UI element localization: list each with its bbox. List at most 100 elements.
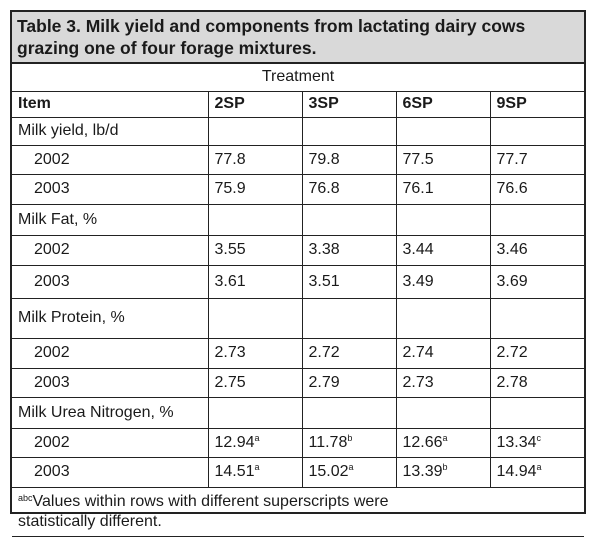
table-row: 2003 75.9 76.8 76.1 76.6: [12, 173, 585, 205]
cell-value: 3.49: [402, 272, 434, 290]
table-row: 2003 2.75 2.79 2.73 2.78: [12, 367, 585, 398]
group-label: Milk Fat, %: [12, 203, 209, 236]
empty-cell: [489, 116, 585, 146]
footnote: abcValues within rows with different sup…: [12, 486, 585, 537]
cell-value: 76.1: [402, 180, 434, 197]
empty-cell: [395, 116, 491, 146]
empty-cell: [301, 116, 397, 146]
cell-value: 75.9: [214, 180, 246, 197]
column-header-2sp: 2SP: [207, 90, 303, 118]
cell-value: 12.66: [402, 433, 443, 451]
footnote-row: abcValues within rows with different sup…: [12, 486, 585, 537]
value-cell: 2.72: [489, 337, 585, 369]
value-cell: 79.8: [301, 144, 397, 175]
significance-superscript: a: [348, 462, 354, 472]
treatment-header-row: Treatment: [12, 64, 585, 92]
empty-cell: [207, 203, 303, 236]
significance-superscript: a: [536, 462, 542, 472]
value-cell: 75.9: [207, 173, 303, 205]
table-title: Table 3. Milk yield and components from …: [12, 12, 584, 64]
cell-value: 2.72: [496, 344, 528, 361]
cell-value: 77.5: [402, 150, 434, 168]
cell-value: 3.69: [496, 272, 528, 290]
empty-cell: [489, 396, 585, 429]
cell-value: 11.78: [308, 433, 348, 451]
value-cell: 3.46: [489, 234, 585, 266]
significance-superscript: c: [536, 432, 542, 443]
year-label: 2003: [12, 173, 209, 205]
value-cell: 76.6: [489, 173, 585, 205]
empty-cell: [207, 116, 303, 146]
significance-superscript: a: [254, 432, 260, 443]
empty-cell: [489, 297, 585, 339]
value-cell: 3.38: [301, 234, 397, 266]
year-label: 2002: [12, 427, 209, 458]
cell-value: 2.75: [214, 373, 246, 391]
value-cell: 14.94a: [489, 456, 585, 488]
cell-value: 14.51: [214, 463, 255, 480]
value-cell: 13.39b: [395, 456, 491, 488]
value-cell: 13.34c: [489, 427, 585, 458]
value-cell: 3.61: [207, 264, 303, 299]
cell-value: 12.94: [214, 433, 255, 451]
cell-value: 77.8: [214, 150, 246, 168]
value-cell: 11.78b: [301, 427, 397, 458]
value-cell: 14.51a: [207, 456, 303, 488]
significance-superscript: a: [442, 432, 448, 443]
cell-value: 3.38: [308, 241, 340, 258]
table-row: 2003 3.61 3.51 3.49 3.69: [12, 264, 585, 299]
column-header-9sp: 9SP: [489, 90, 585, 118]
treatment-label: Treatment: [12, 64, 585, 92]
table-title-line-1: Table 3. Milk yield and components from …: [17, 16, 526, 36]
cell-value: 2.73: [214, 344, 246, 361]
value-cell: 2.72: [301, 337, 397, 369]
table-frame: Table 3. Milk yield and components from …: [10, 10, 586, 537]
table-row: 2002 77.8 79.8 77.5 77.7: [12, 144, 585, 175]
cell-value: 3.51: [308, 272, 340, 290]
cell-value: 13.34: [496, 433, 537, 451]
value-cell: 2.74: [395, 337, 491, 369]
table-row: 2002 12.94a 11.78b 12.66a 13.34c: [12, 427, 585, 458]
significance-superscript: a: [254, 462, 260, 472]
value-cell: 76.8: [301, 173, 397, 205]
table-title-line-2: grazing one of four forage mixtures.: [17, 38, 317, 58]
value-cell: 3.55: [207, 234, 303, 266]
year-label: 2002: [12, 234, 209, 266]
value-cell: 77.7: [489, 144, 585, 175]
footnote-line-1: Values within rows with different supers…: [32, 492, 389, 510]
cell-value: 3.44: [402, 241, 434, 258]
table-row: 2002 3.55 3.38 3.44 3.46: [12, 234, 585, 266]
value-cell: 15.02a: [301, 456, 397, 488]
empty-cell: [395, 203, 491, 236]
cell-value: 3.46: [496, 241, 528, 258]
value-cell: 76.1: [395, 173, 491, 205]
footnote-marker: abc: [18, 492, 33, 503]
group-label: Milk Urea Nitrogen, %: [12, 396, 209, 429]
table-row: 2002 2.73 2.72 2.74 2.72: [12, 337, 585, 369]
footnote-line-2: statistically different.: [18, 512, 162, 530]
year-label: 2003: [12, 456, 209, 488]
value-cell: 2.73: [207, 337, 303, 369]
empty-cell: [301, 297, 397, 339]
cell-value: 2.79: [308, 373, 340, 391]
value-cell: 2.73: [395, 367, 491, 398]
value-cell: 3.51: [301, 264, 397, 299]
significance-superscript: b: [442, 462, 448, 472]
value-cell: 12.94a: [207, 427, 303, 458]
year-label: 2003: [12, 367, 209, 398]
group-row: Milk Urea Nitrogen, %: [12, 396, 585, 429]
value-cell: 2.75: [207, 367, 303, 398]
cell-value: 3.55: [214, 241, 246, 258]
value-cell: 12.66a: [395, 427, 491, 458]
cell-value: 3.61: [214, 272, 246, 290]
empty-cell: [207, 396, 303, 429]
value-cell: 3.69: [489, 264, 585, 299]
cell-value: 2.74: [402, 344, 434, 361]
group-label: Milk yield, lb/d: [12, 116, 209, 146]
column-header-6sp: 6SP: [395, 90, 491, 118]
year-label: 2002: [12, 144, 209, 175]
year-label: 2002: [12, 337, 209, 369]
cell-value: 76.6: [496, 180, 528, 197]
empty-cell: [489, 203, 585, 236]
significance-superscript: b: [347, 432, 353, 443]
